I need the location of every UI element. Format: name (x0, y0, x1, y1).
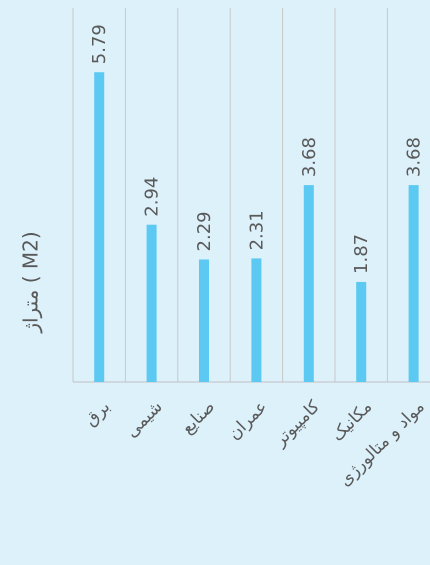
value-label: 5.79 (89, 24, 110, 64)
value-label: 2.94 (142, 177, 163, 217)
value-label: 3.68 (404, 137, 425, 177)
bar (94, 72, 105, 382)
value-label: 2.29 (194, 211, 215, 251)
y-axis-label: متراژ ( M2) (19, 231, 43, 333)
bar (356, 281, 367, 382)
bar (146, 224, 157, 382)
value-label: 1.87 (351, 234, 372, 274)
value-label: 3.68 (299, 137, 320, 177)
value-label: 2.31 (246, 210, 267, 250)
bar (408, 185, 419, 382)
bar (199, 259, 209, 382)
bar (251, 258, 262, 382)
bar (303, 185, 314, 382)
